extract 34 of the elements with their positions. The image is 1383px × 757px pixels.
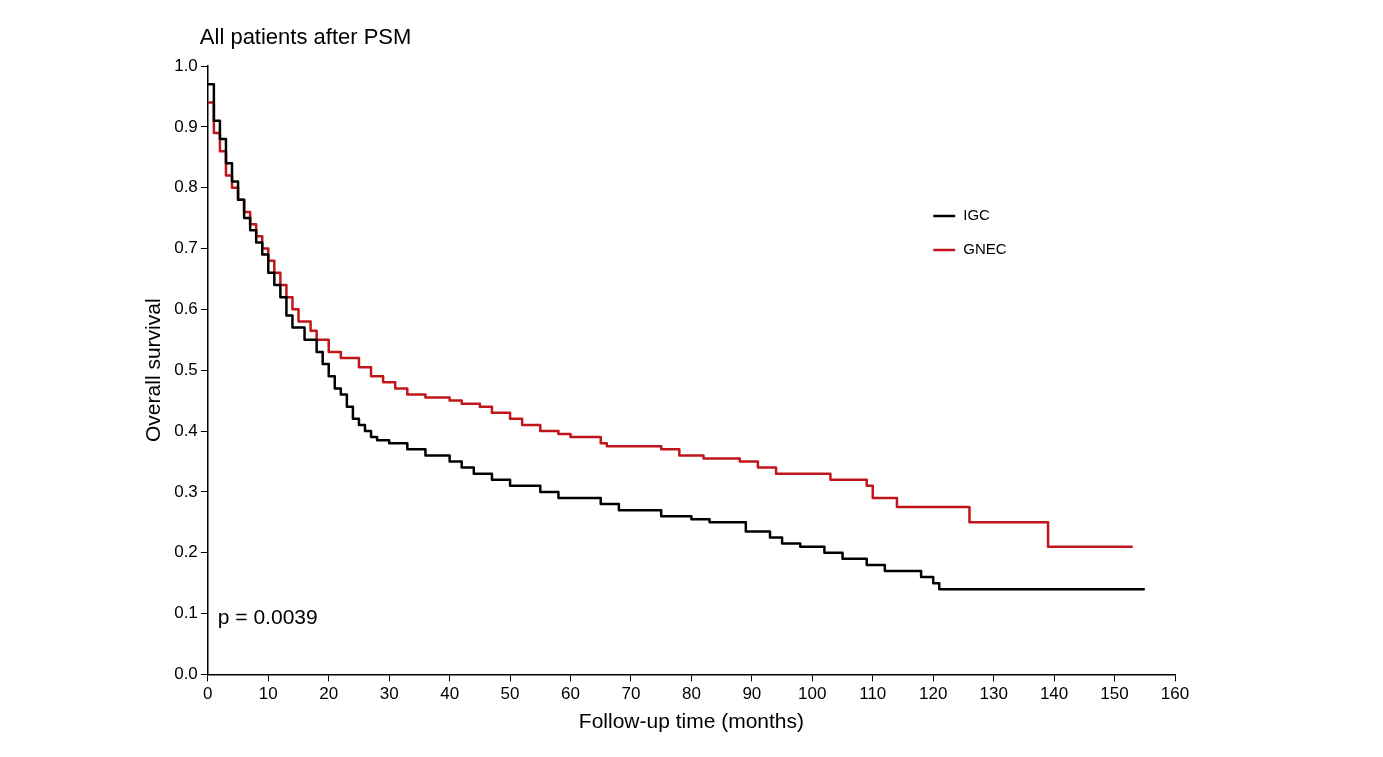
x-tick-label: 150 bbox=[1100, 684, 1129, 704]
x-tick-label: 40 bbox=[440, 684, 460, 704]
chart-title: All patients after PSM bbox=[199, 24, 412, 49]
y-tick-label: 0.1 bbox=[174, 603, 198, 623]
y-tick-label: 0.0 bbox=[174, 664, 198, 684]
y-tick-label: 1.0 bbox=[174, 55, 198, 75]
y-axis-title: Overall survival bbox=[141, 298, 165, 442]
x-tick-label: 110 bbox=[859, 684, 887, 704]
x-tick-label: 20 bbox=[319, 684, 339, 704]
annotation: p = 0.0039 bbox=[217, 605, 318, 629]
y-tick-label: 0.2 bbox=[174, 542, 198, 562]
x-tick-label: 100 bbox=[798, 684, 827, 704]
x-tick-label: 140 bbox=[1039, 684, 1069, 704]
legend-label: GNEC bbox=[963, 240, 1007, 258]
y-tick-label: 0.3 bbox=[174, 481, 198, 501]
x-tick-label: 50 bbox=[500, 684, 520, 704]
x-tick-label: 80 bbox=[681, 684, 701, 704]
y-tick-label: 0.6 bbox=[174, 299, 198, 319]
legend-label: IGC bbox=[963, 206, 991, 224]
x-tick-label: 10 bbox=[258, 684, 278, 704]
x-tick-label: 130 bbox=[979, 684, 1008, 704]
x-tick-label: 0 bbox=[203, 684, 213, 704]
y-tick-label: 0.4 bbox=[174, 420, 198, 440]
y-tick-label: 0.5 bbox=[174, 359, 198, 379]
x-axis-title: Follow-up time (months) bbox=[578, 709, 805, 733]
y-tick-label: 0.9 bbox=[174, 116, 198, 136]
x-tick-label: 160 bbox=[1160, 684, 1190, 704]
x-tick-label: 120 bbox=[919, 684, 948, 704]
x-tick-label: 30 bbox=[379, 684, 399, 704]
y-tick-label: 0.7 bbox=[174, 238, 198, 258]
y-tick-label: 0.8 bbox=[174, 177, 198, 197]
x-tick-label: 90 bbox=[742, 684, 762, 704]
x-tick-label: 60 bbox=[561, 684, 580, 704]
x-tick-label: 70 bbox=[621, 684, 641, 704]
